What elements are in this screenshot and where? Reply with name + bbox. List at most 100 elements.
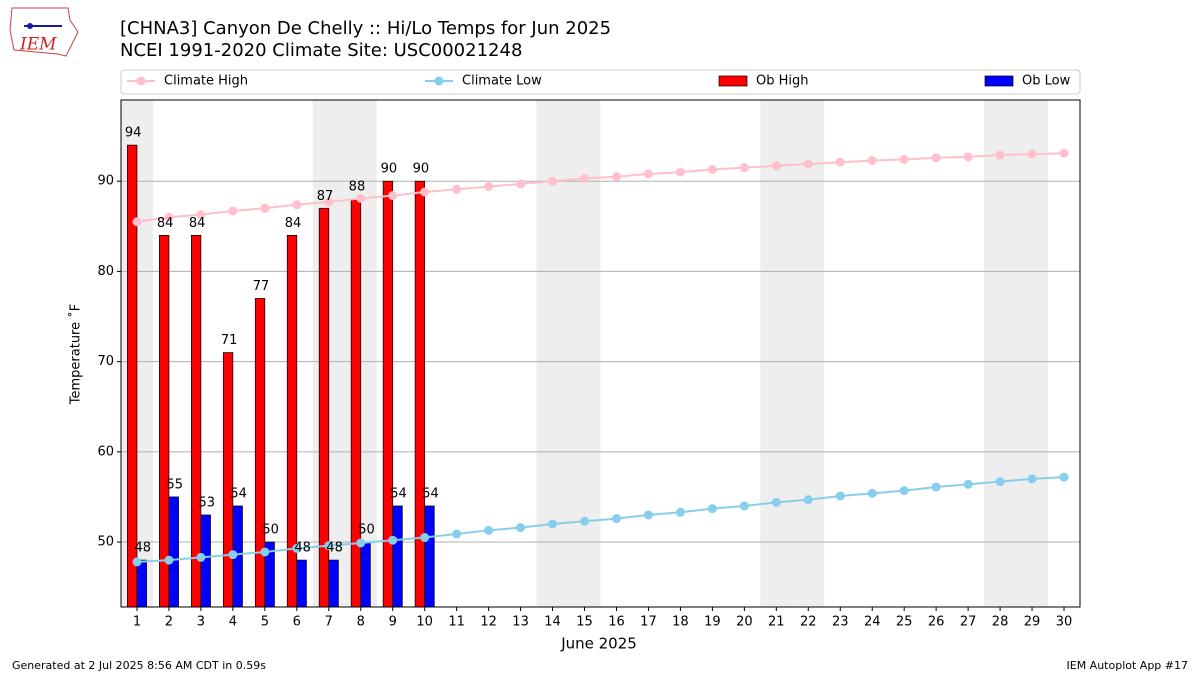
line-marker bbox=[1027, 474, 1037, 484]
legend-label: Ob Low bbox=[1022, 74, 1071, 89]
y-tick-label: 80 bbox=[97, 264, 114, 279]
y-axis-label: Temperature ˚F bbox=[68, 304, 84, 405]
bar bbox=[190, 234, 202, 608]
line-marker bbox=[643, 169, 653, 179]
x-tick-label: 8 bbox=[357, 615, 365, 630]
data-label: 84 bbox=[285, 216, 302, 231]
bar bbox=[360, 541, 371, 608]
x-tick-label: 23 bbox=[832, 615, 849, 630]
legend-label: Climate Low bbox=[462, 74, 542, 89]
chart-subtitle: NCEI 1991-2020 Climate Site: USC00021248 bbox=[120, 40, 522, 61]
data-label: 90 bbox=[413, 162, 430, 177]
data-label: 54 bbox=[390, 486, 407, 501]
line-marker bbox=[260, 547, 270, 557]
bar bbox=[424, 505, 435, 608]
weekend-band bbox=[792, 100, 825, 607]
x-tick-label: 26 bbox=[928, 615, 945, 630]
data-label: 54 bbox=[230, 486, 247, 501]
x-tick-label: 12 bbox=[480, 615, 497, 630]
x-tick-label: 4 bbox=[229, 615, 237, 630]
line-marker bbox=[196, 210, 206, 220]
line-marker bbox=[835, 157, 845, 167]
line-marker bbox=[356, 193, 366, 203]
data-label: 90 bbox=[381, 162, 398, 177]
bar bbox=[222, 352, 234, 608]
bar bbox=[159, 234, 170, 608]
line-marker bbox=[452, 184, 462, 194]
data-label: 48 bbox=[294, 541, 311, 556]
legend-label: Climate High bbox=[164, 74, 248, 89]
line-marker bbox=[324, 197, 334, 207]
line-marker bbox=[420, 533, 430, 543]
line-marker bbox=[995, 150, 1005, 160]
footer-right: IEM Autoplot App #17 bbox=[1067, 659, 1189, 672]
x-tick-label: 16 bbox=[608, 615, 625, 630]
line-marker bbox=[164, 212, 174, 222]
logo-text: IEM bbox=[19, 35, 57, 55]
bar bbox=[328, 559, 339, 608]
x-tick-label: 5 bbox=[261, 615, 269, 630]
line-marker bbox=[867, 155, 877, 165]
weekend-band bbox=[536, 100, 569, 607]
x-tick-label: 1 bbox=[133, 615, 141, 630]
data-label: 88 bbox=[349, 180, 366, 195]
x-tick-label: 3 bbox=[197, 615, 205, 630]
line-marker bbox=[675, 167, 685, 177]
data-label: 53 bbox=[198, 495, 215, 510]
line-marker bbox=[1027, 149, 1037, 159]
x-tick-label: 20 bbox=[736, 615, 753, 630]
line-marker bbox=[931, 482, 941, 492]
line-marker bbox=[899, 486, 909, 496]
x-tick-label: 24 bbox=[864, 615, 881, 630]
plot-frame bbox=[120, 99, 1081, 608]
x-tick-label: 19 bbox=[704, 615, 721, 630]
line-marker bbox=[580, 516, 590, 526]
x-tick-label: 7 bbox=[325, 615, 333, 630]
bar bbox=[127, 144, 138, 608]
data-label: 50 bbox=[262, 523, 279, 538]
line-marker bbox=[995, 477, 1005, 487]
line-marker bbox=[771, 497, 781, 507]
line-marker bbox=[292, 543, 302, 553]
line-marker bbox=[931, 153, 941, 163]
data-label: 55 bbox=[166, 477, 183, 492]
x-tick-label: 9 bbox=[389, 615, 397, 630]
weekend-band bbox=[1016, 100, 1049, 607]
line-marker bbox=[899, 155, 909, 165]
x-tick-label: 11 bbox=[448, 615, 465, 630]
line-marker bbox=[228, 550, 238, 560]
x-tick-label: 14 bbox=[544, 615, 561, 630]
logo: IEM bbox=[9, 7, 79, 57]
data-label: 84 bbox=[157, 216, 174, 231]
line-marker bbox=[1059, 148, 1069, 158]
line-marker bbox=[963, 152, 973, 162]
bar bbox=[296, 559, 307, 608]
line-marker bbox=[963, 479, 973, 489]
y-tick-label: 70 bbox=[97, 354, 114, 369]
data-label: 48 bbox=[135, 541, 152, 556]
x-tick-label: 13 bbox=[512, 615, 529, 630]
legend-swatch bbox=[718, 75, 748, 87]
line-marker bbox=[835, 491, 845, 501]
x-tick-label: 15 bbox=[576, 615, 593, 630]
line-marker bbox=[260, 203, 270, 213]
x-tick-label: 27 bbox=[960, 615, 977, 630]
line-marker bbox=[420, 187, 430, 197]
line-marker bbox=[292, 200, 302, 210]
line-marker bbox=[548, 519, 558, 529]
data-label: 87 bbox=[317, 189, 334, 204]
x-tick-label: 18 bbox=[672, 615, 689, 630]
legend-box bbox=[120, 69, 1081, 95]
x-tick-label: 6 bbox=[293, 615, 301, 630]
data-label: 71 bbox=[221, 333, 238, 348]
bar bbox=[168, 496, 179, 608]
bar bbox=[254, 298, 266, 608]
line-marker bbox=[548, 176, 558, 186]
line-marker bbox=[611, 172, 621, 182]
line-marker bbox=[867, 488, 877, 498]
bar bbox=[414, 180, 426, 608]
line-marker bbox=[739, 163, 749, 173]
line-marker bbox=[196, 552, 206, 562]
chart-title: [CHNA3] Canyon De Chelly :: Hi/Lo Temps … bbox=[120, 18, 611, 39]
